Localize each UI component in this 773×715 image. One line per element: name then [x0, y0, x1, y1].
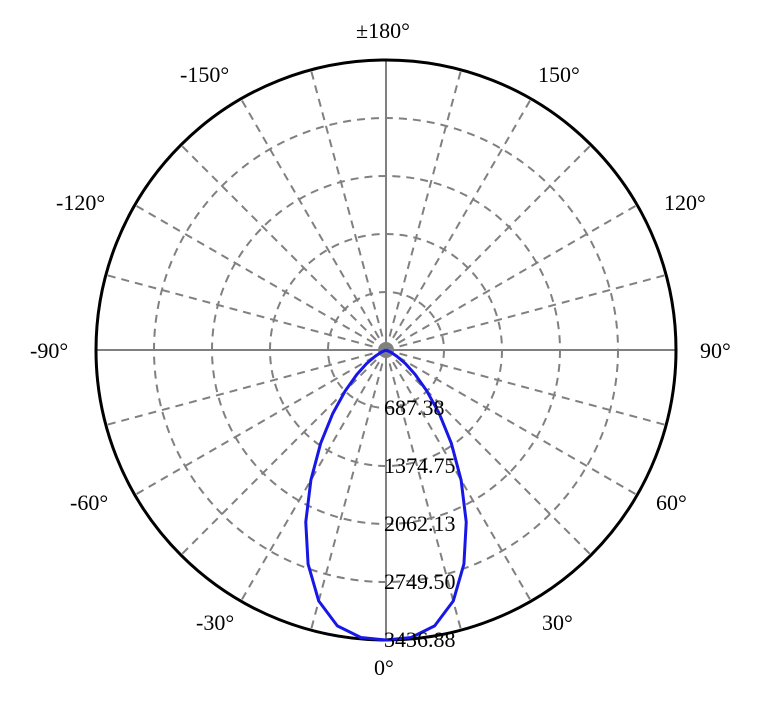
- angle-label: -150°: [180, 62, 229, 87]
- polar-chart: ±180° 150° 120° 90° 60° 30° 0° -30° -60° -90° -120…: [0, 0, 773, 715]
- radial-label: 2749.50: [384, 569, 456, 594]
- angle-label: -30°: [196, 610, 234, 635]
- angle-label: -90°: [30, 338, 68, 363]
- polar-svg: ±180° 150° 120° 90° 60° 30° 0° -30° -60° -90° -120…: [0, 0, 773, 715]
- radial-label: 1374.75: [384, 453, 456, 478]
- angle-label: 60°: [656, 490, 687, 515]
- angle-label: 90°: [700, 338, 731, 363]
- radial-label: 3436.88: [384, 627, 456, 652]
- angle-label: -60°: [70, 490, 108, 515]
- angle-label: 150°: [538, 62, 580, 87]
- angle-label: 30°: [542, 610, 573, 635]
- angle-label: ±180°: [356, 18, 410, 43]
- angle-label: 0°: [374, 655, 394, 680]
- radial-label: 2062.13: [384, 511, 456, 536]
- angle-label: 120°: [664, 190, 706, 215]
- radial-label: 687.38: [384, 395, 445, 420]
- angle-label: -120°: [56, 190, 105, 215]
